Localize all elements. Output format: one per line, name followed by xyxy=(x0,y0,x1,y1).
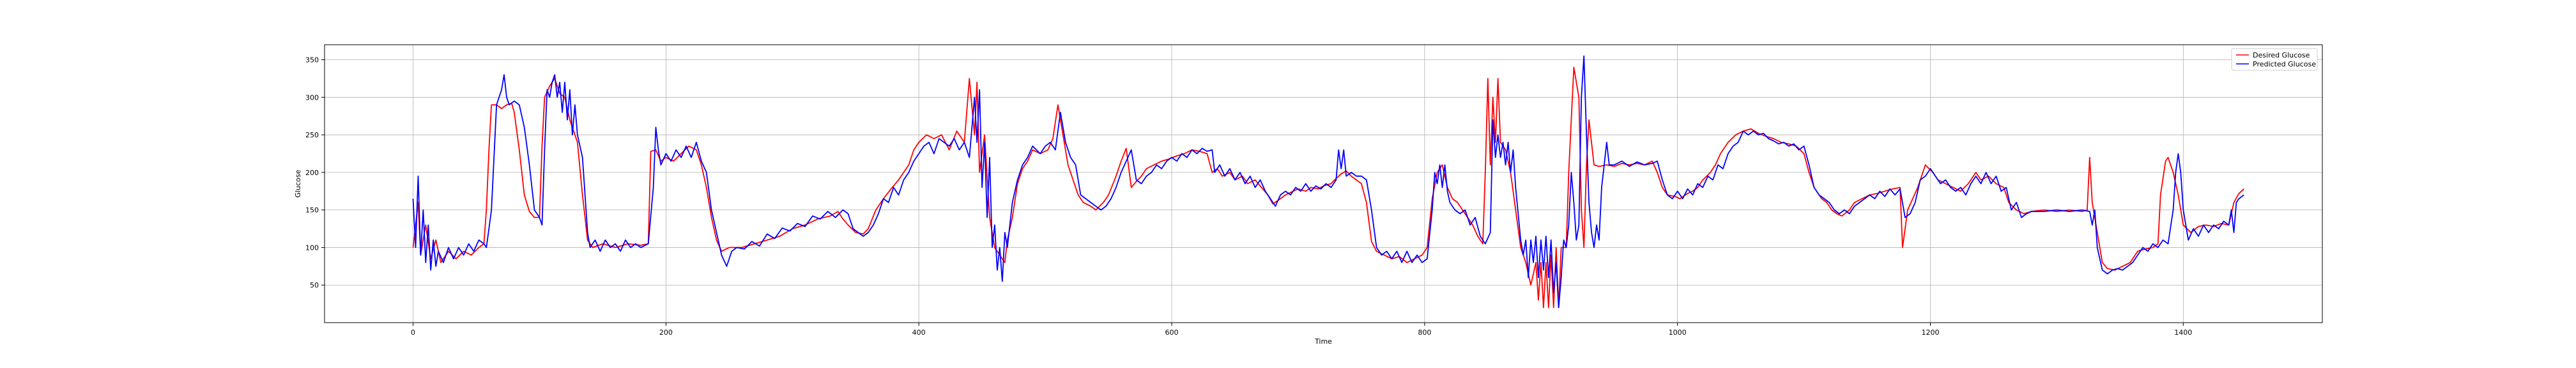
plot-frame xyxy=(324,44,2323,323)
x-tick-label: 200 xyxy=(659,328,673,337)
y-tick-label: 250 xyxy=(305,131,319,139)
x-tick-label: 600 xyxy=(1165,328,1179,337)
legend-box xyxy=(2231,48,2318,71)
x-tick-label: 0 xyxy=(411,328,415,337)
x-tick-label: 1200 xyxy=(1921,328,1939,337)
y-tick-label: 350 xyxy=(305,56,319,65)
y-axis-label: Glucose xyxy=(294,169,302,197)
x-tick-label: 1000 xyxy=(1669,328,1687,337)
y-tick-label: 150 xyxy=(305,206,319,215)
x-tick-label: 800 xyxy=(1418,328,1431,337)
series-desired-glucose xyxy=(412,66,2244,309)
x-tick-label: 1400 xyxy=(2174,328,2192,337)
y-tick-label: 200 xyxy=(305,169,319,177)
legend-label-predicted: Predicted Glucose xyxy=(2253,60,2316,68)
y-tick-label: 300 xyxy=(305,93,319,102)
series-predicted-glucose xyxy=(412,55,2244,309)
y-tick-label: 50 xyxy=(310,281,319,289)
x-axis-label: Time xyxy=(1314,337,1332,346)
grid-lines xyxy=(325,45,2322,323)
legend: Desired Glucose Predicted Glucose xyxy=(2231,48,2318,71)
y-axis-ticks: 50 100 150 200 250 300 350 xyxy=(305,56,325,289)
y-tick-label: 100 xyxy=(305,243,319,252)
plot-area xyxy=(325,45,2322,323)
legend-label-desired: Desired Glucose xyxy=(2253,51,2310,59)
x-tick-label: 400 xyxy=(912,328,926,337)
x-axis-ticks: 0 200 400 600 800 1000 1200 1400 xyxy=(411,323,2192,337)
series-layer xyxy=(412,55,2244,309)
